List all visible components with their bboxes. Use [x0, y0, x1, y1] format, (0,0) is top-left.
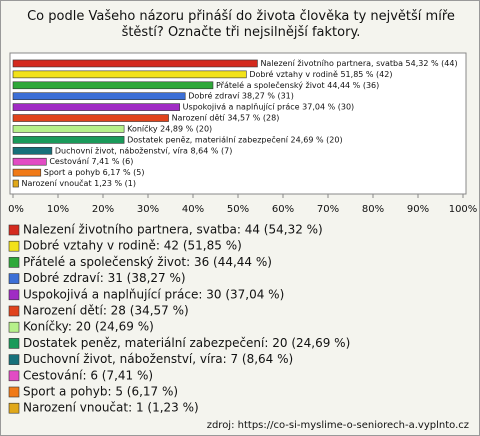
- bar-label: Nalezení životního partnera, svatba 54,3…: [260, 59, 457, 68]
- bar: [12, 103, 180, 111]
- bar-label: Uspokojivá a naplňující práce 37,04 % (3…: [183, 102, 354, 112]
- legend-swatch: [8, 273, 20, 284]
- bar-label: Dobré zdraví 38,27 % (31): [188, 91, 294, 101]
- legend-label: Koníčky: 20 (24,69 %): [23, 320, 154, 334]
- legend-label: Dobré vztahy v rodině: 42 (51,85 %): [23, 239, 242, 253]
- legend-swatch: [8, 224, 20, 236]
- x-tick-label: 10%: [47, 204, 69, 215]
- x-tick-label: 40%: [182, 204, 204, 215]
- label-bg: [181, 102, 359, 113]
- legend-swatch: [8, 354, 20, 365]
- legend-swatch: [8, 386, 20, 398]
- label-bg: [214, 80, 383, 91]
- legend-swatch: [8, 289, 20, 301]
- bar: [12, 81, 214, 90]
- label-bg: [126, 123, 211, 134]
- bar: [12, 70, 247, 79]
- bar: [12, 125, 125, 133]
- x-tick-label: 20%: [92, 204, 114, 215]
- bar-label: Cestování 7,41 % (6): [49, 157, 133, 166]
- label-bg: [48, 156, 133, 167]
- label-bg: [42, 167, 144, 178]
- label-bg: [187, 91, 293, 102]
- bar-label: Sport a pohyb 6,17 % (5): [44, 168, 145, 177]
- legend-swatch: [8, 321, 20, 333]
- bar-label: Přátelé a společenský život 44,44 % (36): [216, 80, 379, 90]
- bar: [12, 114, 169, 122]
- bar-label: Narození vnoučat 1,23 % (1): [22, 178, 136, 188]
- legend-label: Narození vnoučat: 1 (1,23 %): [23, 401, 199, 415]
- x-tick-label: 100%: [449, 204, 478, 215]
- bar-label: Narození dětí 34,57 % (28): [172, 114, 280, 123]
- x-tick-label: 30%: [137, 204, 159, 215]
- bar: [12, 92, 186, 101]
- bar: [12, 157, 47, 166]
- legend-swatch: [8, 305, 20, 317]
- x-tick-label: 70%: [317, 204, 339, 215]
- x-tick-label: 60%: [272, 204, 294, 215]
- x-tick-label: 80%: [362, 204, 384, 215]
- label-bg: [248, 69, 392, 80]
- legend-label: Nalezení životního partnera, svatba: 44 …: [23, 223, 323, 237]
- x-tick-label: 0%: [8, 204, 24, 215]
- source: zdroj: https://co-si-myslime-o-seniorech…: [207, 420, 469, 431]
- x-tick-label: 50%: [227, 204, 249, 215]
- legend-label: Uspokojivá a naplňující práce: 30 (37,04…: [23, 287, 284, 301]
- bar-label: Duchovní život, náboženství, víra 8,64 %…: [55, 146, 232, 155]
- x-tick-label: 90%: [407, 204, 429, 215]
- legend-label: Přátelé a společenský život: 36 (44,44 %…: [23, 255, 272, 269]
- bar-label: Koníčky 24,89 % (20): [127, 123, 212, 133]
- label-bg: [259, 58, 462, 69]
- bar-label: Dostatek peněz, materiální zabezpečení 2…: [127, 134, 342, 144]
- label-bg: [126, 134, 341, 145]
- legend-swatch: [8, 338, 20, 349]
- bar: [12, 168, 42, 177]
- label-bg: [20, 178, 134, 189]
- bar: [12, 146, 53, 155]
- legend-label: Duchovní život, náboženství, víra: 7 (8,…: [23, 352, 293, 366]
- legend-label: Dobré zdraví: 31 (38,27 %): [23, 271, 186, 285]
- legend-swatch: [8, 257, 20, 268]
- bar: [12, 136, 125, 144]
- legend-swatch: [8, 370, 20, 382]
- legend-label: Sport a pohyb: 5 (6,17 %): [23, 385, 178, 399]
- legend-label: Dostatek peněz, materiální zabezpečení: …: [23, 336, 350, 350]
- label-bg: [170, 113, 280, 124]
- bar-label: Dobré vztahy v rodině 51,85 % (42): [249, 69, 392, 79]
- legend-swatch: [8, 402, 20, 414]
- bar: [12, 59, 258, 68]
- label-bg: [53, 145, 239, 156]
- legend-label: Narození dětí: 28 (34,57 %): [23, 304, 189, 318]
- legend-swatch: [8, 240, 20, 252]
- bar: [12, 179, 19, 188]
- chart-title: Co podle Vašeho názoru přináší do života…: [27, 9, 455, 40]
- legend-label: Cestování: 6 (7,41 %): [23, 368, 153, 382]
